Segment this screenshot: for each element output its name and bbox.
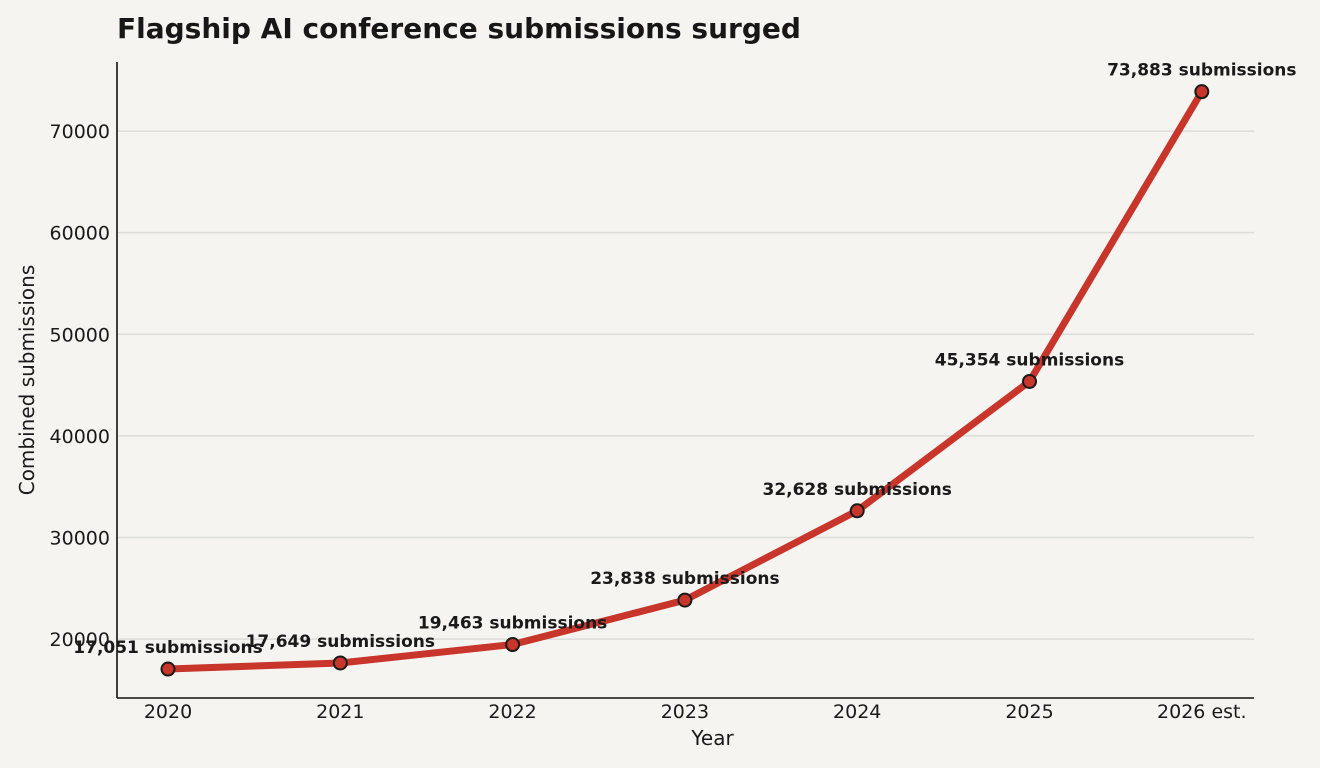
x-tick-label-4: 2024 <box>833 701 881 723</box>
y-axis-label: Combined submissions <box>15 265 39 496</box>
x-axis-label: Year <box>690 726 734 750</box>
data-point-1 <box>332 655 348 671</box>
axes <box>116 62 1254 699</box>
x-tick-label-0: 2020 <box>144 701 192 723</box>
data-label-2: 19,463 submissions <box>418 614 607 634</box>
data-point-4 <box>849 503 865 519</box>
gridlines <box>117 130 1254 640</box>
chart-title: Flagship AI conference submissions surge… <box>117 12 801 45</box>
data-point-3 <box>677 592 693 608</box>
data-point-0 <box>160 661 176 677</box>
y-tick-label-60000: 60000 <box>50 223 110 245</box>
y-tick-label-30000: 30000 <box>50 527 110 549</box>
data-label-6: 73,883 submissions <box>1107 61 1296 81</box>
data-points <box>160 84 1210 677</box>
x-tick-label-3: 2023 <box>661 701 709 723</box>
data-label-0: 17,051 submissions <box>73 638 262 658</box>
data-point-5 <box>1022 373 1037 389</box>
x-tick-label-2: 2022 <box>488 701 536 723</box>
y-tick-labels: 20000 30000 40000 50000 60000 70000 <box>50 121 110 651</box>
x-tick-label-5: 2025 <box>1005 701 1053 723</box>
data-label-1: 17,649 submissions <box>246 632 435 652</box>
data-label-5: 45,354 submissions <box>935 350 1124 370</box>
data-point-6 <box>1194 84 1210 100</box>
y-tick-label-40000: 40000 <box>50 426 110 448</box>
y-tick-label-50000: 50000 <box>50 324 110 346</box>
y-tick-label-20000: 20000 <box>50 629 110 651</box>
x-tick-label-6: 2026 est. <box>1157 701 1246 723</box>
data-label-4: 32,628 submissions <box>762 480 951 500</box>
y-tick-label-70000: 70000 <box>50 121 110 143</box>
data-label-3: 23,838 submissions <box>590 569 779 589</box>
x-tick-labels: 2020 2021 2022 2023 2024 2025 2026 est. <box>144 701 1247 723</box>
data-point-2 <box>505 637 521 653</box>
x-tick-label-1: 2021 <box>316 701 364 723</box>
